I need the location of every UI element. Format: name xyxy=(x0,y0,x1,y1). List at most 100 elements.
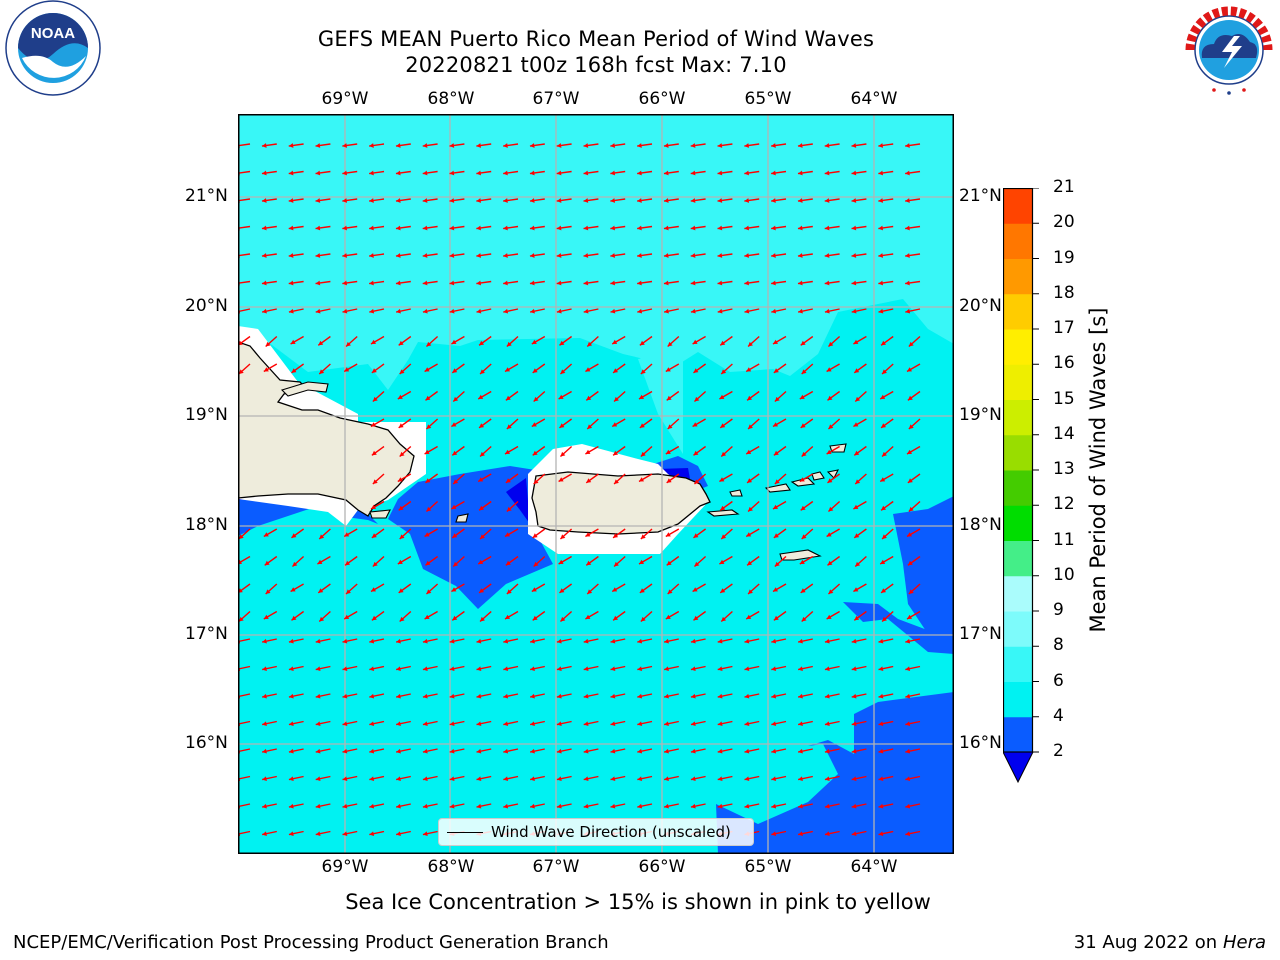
wind-wave-arrow-head xyxy=(824,803,830,809)
wind-wave-arrow-head xyxy=(853,504,859,509)
footer-date: 31 Aug 2022 on Hera xyxy=(1074,932,1266,953)
wind-wave-arrow-head xyxy=(288,803,294,809)
wind-wave-arrow-head xyxy=(664,693,669,699)
wind-wave-arrow-head xyxy=(771,198,776,203)
wind-wave-arrow-head xyxy=(828,589,834,595)
wind-wave-arrow-head xyxy=(882,534,887,540)
wind-wave-arrow-head xyxy=(396,308,401,314)
wind-wave-arrow-head xyxy=(290,339,296,344)
wind-wave-arrow-head xyxy=(908,424,914,430)
wind-wave-arrow-head xyxy=(453,396,459,402)
wind-wave-arrow-head xyxy=(854,533,860,538)
wind-wave-arrow-head xyxy=(262,776,267,782)
wind-wave-arrow-head xyxy=(826,367,832,372)
wind-wave-arrow-head xyxy=(719,477,725,482)
wind-wave-arrow-head xyxy=(476,143,482,148)
wind-wave-arrow-head xyxy=(342,280,348,286)
wind-wave-arrow-head xyxy=(798,308,803,314)
wind-wave-arrow-head xyxy=(449,225,455,231)
wind-wave-arrow-head xyxy=(369,308,375,314)
wind-wave-arrow-head xyxy=(771,143,776,148)
wind-wave-arrow-head xyxy=(881,505,887,511)
wind-wave-arrow-head xyxy=(263,532,269,537)
wind-wave-arrow-head xyxy=(797,253,803,258)
noaa-logo-text: NOAA xyxy=(31,25,75,42)
wind-wave-arrow-head xyxy=(851,225,857,231)
wind-wave-arrow-head xyxy=(556,748,562,754)
wind-wave-arrow-head xyxy=(771,253,776,258)
wind-wave-arrow-head xyxy=(505,449,511,454)
wind-wave-arrow-head xyxy=(583,666,589,672)
wind-wave-arrow-head xyxy=(453,479,459,485)
wind-wave-arrow-head xyxy=(505,560,511,566)
wind-wave-arrow-head xyxy=(479,505,485,511)
wind-wave-arrow-head xyxy=(855,479,861,485)
wind-wave-arrow-head xyxy=(342,170,348,176)
wind-wave-arrow xyxy=(238,720,251,725)
wind-wave-arrow-head xyxy=(774,396,780,402)
wind-wave-arrow-head xyxy=(771,170,776,176)
wind-wave-arrow-head xyxy=(452,368,458,373)
wind-wave-arrow-head xyxy=(556,693,562,699)
wind-wave-arrow-head xyxy=(261,253,267,258)
tortola-island xyxy=(811,471,825,481)
wind-wave-arrow-head xyxy=(905,143,910,148)
wind-wave-arrow xyxy=(238,198,251,202)
wind-wave-arrow-head xyxy=(640,451,646,457)
top-lon-label: 65°W xyxy=(744,89,792,109)
wind-wave-arrow-head xyxy=(771,225,776,231)
wind-wave-arrow-head xyxy=(744,170,750,176)
wind-wave-arrow-head xyxy=(395,143,401,148)
wind-wave-arrow-head xyxy=(717,280,723,286)
wind-wave-arrow-head xyxy=(559,588,565,593)
colorbar-tick-label: 17 xyxy=(1053,318,1075,338)
wind-wave-arrow-head xyxy=(479,423,485,428)
wind-wave-arrow-head xyxy=(503,253,508,258)
wind-wave-arrow-head xyxy=(372,396,378,402)
wind-wave-arrow-head xyxy=(480,616,485,622)
wind-wave-arrow-head xyxy=(452,615,458,621)
wind-wave-arrow-head xyxy=(422,748,428,754)
wind-wave-arrow-head xyxy=(452,533,458,538)
wind-wave-arrow-head xyxy=(666,478,672,483)
wind-wave-arrow-head xyxy=(422,776,428,782)
wind-wave-arrow-head xyxy=(744,693,750,699)
wind-wave-arrow-head xyxy=(262,308,267,314)
wind-wave-arrow-head xyxy=(261,280,267,286)
wind-wave-arrow-head xyxy=(449,253,455,258)
wind-wave-arrow-head xyxy=(503,776,509,782)
wind-wave-arrow-head xyxy=(851,198,857,203)
wind-wave-arrow-head xyxy=(878,280,884,286)
wind-wave-arrow-head xyxy=(478,559,484,564)
wind-wave-arrow-head xyxy=(556,776,562,782)
wind-wave-arrow-head xyxy=(529,225,535,231)
colorbar-tick-label: 6 xyxy=(1053,670,1064,691)
wind-wave-arrow-head xyxy=(878,170,884,176)
wind-wave-arrow-head xyxy=(639,394,645,399)
wind-wave-arrow-head xyxy=(610,666,616,672)
wind-wave-arrow-head xyxy=(315,831,321,837)
wind-wave-arrow-head xyxy=(583,280,589,286)
wind-wave-arrow-head xyxy=(531,422,537,427)
wind-wave-arrow-head xyxy=(690,803,696,809)
wind-wave-arrow-head xyxy=(586,395,592,401)
wind-wave-arrow-head xyxy=(905,280,910,286)
wind-wave-arrow-head xyxy=(503,143,508,148)
wind-wave-arrow-head xyxy=(529,253,535,258)
wind-wave-arrow-head xyxy=(747,478,753,483)
wind-wave-arrow-head xyxy=(533,396,539,402)
wind-wave-arrow-head xyxy=(530,748,535,754)
colorbar-tick-label: 2 xyxy=(1053,741,1064,761)
wind-wave-arrow-head xyxy=(664,308,669,314)
right-lat-label: 19°N xyxy=(959,405,1002,425)
wind-wave-arrow-head xyxy=(587,424,593,430)
wind-wave-arrow-head xyxy=(905,638,911,644)
wind-wave-arrow-head xyxy=(288,693,294,699)
wind-wave-arrow-head xyxy=(315,253,321,258)
wind-wave-arrow-head xyxy=(395,198,401,203)
wind-wave-arrow-head xyxy=(503,170,508,176)
wind-wave-arrow-head xyxy=(503,748,509,754)
footer-producer: NCEP/EMC/Verification Post Processing Pr… xyxy=(13,932,609,953)
wind-wave-arrow-head xyxy=(503,666,509,672)
wind-wave-arrow-head xyxy=(666,395,672,401)
